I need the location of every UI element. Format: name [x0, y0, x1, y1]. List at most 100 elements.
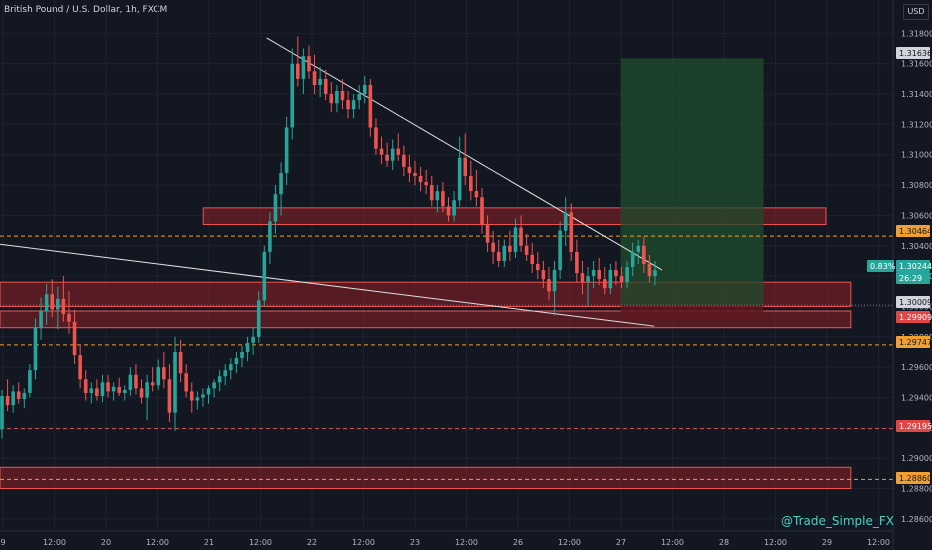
candle-body — [558, 230, 562, 271]
candle-body — [67, 314, 71, 322]
candle-body — [262, 251, 267, 301]
candle-body — [647, 263, 652, 277]
candle-body — [480, 197, 484, 225]
y-tick-label: 1.31000 — [901, 151, 932, 160]
candle-body — [535, 263, 540, 271]
x-tick-label: 12:00 — [867, 538, 890, 547]
price-label-bg — [896, 472, 930, 484]
candle-body — [284, 127, 289, 173]
price-label-bg — [896, 296, 930, 308]
candle-body — [580, 273, 585, 283]
candle-body — [351, 100, 356, 110]
candle-body — [396, 148, 401, 155]
chart-title: British Pound / U.S. Dollar, 1h, FXCM — [4, 5, 168, 15]
candle-body — [653, 270, 657, 277]
candle-body — [139, 388, 144, 398]
price-label: 1.28860 — [899, 474, 932, 483]
candle-body — [89, 388, 94, 393]
price-label: 1.30464 — [899, 227, 932, 236]
x-tick-label: 12:00 — [146, 538, 169, 547]
x-tick-label: 12:00 — [455, 538, 478, 547]
trendline — [266, 37, 663, 271]
x-tick-label: 12:00 — [764, 538, 787, 547]
candle-body — [452, 200, 456, 216]
candle-body — [329, 94, 334, 104]
x-tick-label: 23 — [410, 538, 420, 547]
candle-body — [508, 245, 512, 252]
candle-body — [642, 245, 646, 264]
candle-body — [413, 172, 417, 176]
candle-body — [150, 382, 155, 386]
x-tick-label: 22 — [307, 538, 317, 547]
candle-body — [619, 276, 624, 283]
candle-body — [318, 78, 322, 85]
candle-body — [206, 388, 211, 395]
price-label: 1.30009 — [899, 298, 932, 307]
candle-body — [95, 388, 99, 396]
candle-body — [145, 382, 149, 398]
y-tick-label: 1.31400 — [901, 90, 932, 99]
candle-body — [385, 154, 389, 161]
candle-body — [83, 379, 88, 393]
candle-body — [502, 245, 507, 261]
candle-body — [122, 389, 127, 393]
candle-body — [56, 298, 60, 310]
trendline — [0, 243, 655, 327]
candle-body — [173, 351, 177, 413]
candle-body — [474, 191, 479, 198]
candle-body — [530, 254, 535, 264]
candle-body — [22, 392, 27, 400]
candle-body — [5, 395, 10, 406]
resistance-zone — [0, 466, 852, 490]
candle-body — [44, 294, 49, 312]
price-label-bg — [896, 260, 930, 272]
candle-body — [201, 394, 205, 398]
candle-body — [390, 148, 395, 161]
price-label-bg — [896, 420, 930, 432]
candle-body — [279, 172, 283, 195]
price-label-bg — [896, 272, 930, 284]
candle-body — [301, 56, 306, 79]
x-tick-label: 20 — [101, 538, 111, 547]
candle-body — [312, 71, 317, 85]
candle-body — [346, 100, 350, 110]
x-tick-label: 12:00 — [249, 538, 272, 547]
candle-body — [106, 382, 110, 392]
x-tick-label: 12:00 — [558, 538, 581, 547]
x-tick-label: 12:00 — [352, 538, 375, 547]
y-tick-label: 1.31800 — [901, 29, 932, 38]
candle-body — [184, 373, 188, 392]
candle-body — [563, 212, 568, 231]
candle-body — [379, 148, 384, 155]
candle-body — [100, 382, 105, 396]
x-tick-label: 29 — [822, 538, 832, 547]
currency-button[interactable]: USD — [903, 4, 929, 20]
candle-body — [625, 267, 629, 283]
long-position-tool — [620, 58, 764, 321]
dashed-levels — [0, 235, 893, 480]
candle-body — [78, 355, 82, 380]
candle-body — [424, 182, 428, 186]
candle-body — [0, 395, 4, 430]
y-tick-label: 1.29600 — [901, 363, 932, 372]
candle-body — [268, 221, 272, 252]
candle-body — [457, 157, 462, 201]
trendlines — [0, 37, 663, 327]
price-label-bg — [896, 311, 930, 323]
change-pct-label: 0.83% — [870, 262, 896, 271]
price-label: 1.29909 — [899, 313, 932, 322]
price-label-bg — [896, 336, 930, 348]
x-tick-label: 12:00 — [43, 538, 66, 547]
candle-body — [245, 342, 250, 352]
x-tick-label: 27 — [616, 538, 626, 547]
candle-body — [591, 270, 596, 277]
candles — [0, 36, 657, 439]
candle-body — [630, 251, 635, 268]
candle-body — [50, 294, 55, 310]
candle-body — [234, 358, 239, 365]
candle-body — [134, 374, 138, 389]
change-pct-bg — [867, 260, 894, 272]
price-label: 1.29747 — [899, 338, 932, 347]
candle-body — [357, 94, 361, 101]
